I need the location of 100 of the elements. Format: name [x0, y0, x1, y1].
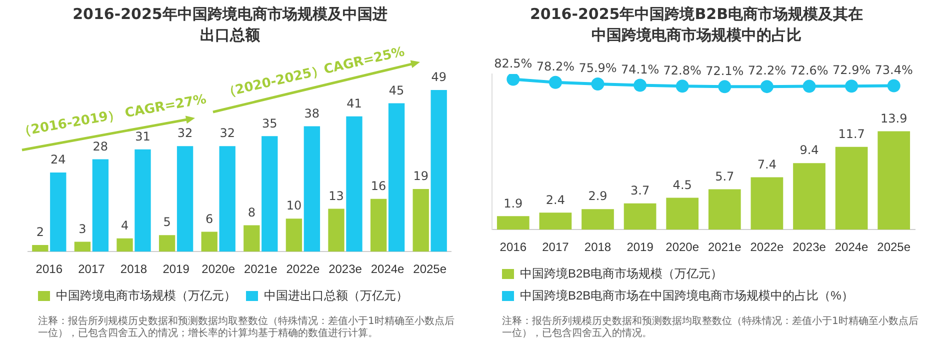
x-tick-label: 2023e: [792, 240, 826, 254]
bar: [92, 159, 109, 252]
data-label: 28: [92, 139, 108, 154]
point: [548, 76, 562, 89]
data-label: 2: [36, 225, 44, 240]
bar: [666, 198, 699, 230]
legend-label: 中国跨境B2B电商市场规模（万亿元）: [520, 266, 723, 280]
point: [591, 77, 604, 90]
data-label: 31: [135, 129, 150, 144]
bar: [32, 245, 48, 252]
data-label: 72.2%: [748, 64, 786, 78]
legend-label: 中国进出口总额（万亿元）: [264, 288, 408, 302]
x-tick-label: 2022e: [286, 262, 320, 276]
data-label: 2.9: [588, 189, 608, 204]
point: [887, 79, 900, 92]
data-label: 9.4: [800, 143, 819, 158]
x-tick-label: 2021e: [244, 262, 278, 276]
x-tick-label: 2024e: [370, 262, 405, 276]
x-tick-label: 2017: [78, 262, 106, 276]
data-label: 7.4: [757, 157, 776, 172]
point: [634, 78, 647, 92]
bar: [708, 189, 741, 230]
bar: [158, 235, 176, 252]
x-tick-label: 2020e: [666, 240, 700, 254]
x-tick-label: 2023e: [328, 262, 362, 276]
data-label: 5.7: [715, 169, 734, 184]
point: [760, 80, 774, 94]
data-label: 35: [262, 116, 278, 130]
bar: [496, 216, 530, 230]
x-tick-label: 2020e: [202, 262, 236, 276]
text: 注释：报告所列规模历史数据和预测数据均取整数位（特殊情况：差值小于1时精确至小数点后一位），已包含四舍五入的情况。: [502, 316, 920, 340]
x-tick-label: 2024e: [834, 240, 869, 254]
x-tick-label: 2016: [500, 240, 527, 254]
data-label: 11.7: [838, 126, 865, 141]
data-label: 4: [120, 218, 129, 233]
x-tick-label: 2017: [542, 240, 570, 254]
data-label: 72.8%: [663, 63, 702, 78]
bar: [412, 188, 429, 252]
x-tick-label: 2016: [36, 262, 63, 276]
data-label: 3: [78, 222, 86, 236]
data-label: 32: [177, 126, 193, 140]
x-tick-label: 2018: [584, 240, 612, 254]
bar: [50, 172, 66, 252]
legend-label: 中国跨境电商市场规模（万亿元）: [56, 288, 236, 302]
point: [718, 80, 732, 94]
data-label: 73.4%: [874, 62, 913, 77]
data-label: 13.9: [880, 111, 908, 126]
bar: [624, 203, 656, 230]
data-label: 13: [328, 188, 344, 203]
bar: [430, 90, 447, 252]
x-tick-label: 2021e: [708, 240, 742, 254]
data-label: 45: [388, 83, 404, 98]
x-tick-label: 2019: [626, 240, 654, 254]
bar: [219, 146, 236, 252]
point: [802, 80, 816, 93]
data-label: 41: [346, 96, 362, 111]
chart-title: 2016-2025年中国跨境电商市场规模及中国进出口总额: [72, 4, 388, 46]
data-label: 75.9%: [578, 61, 617, 76]
data-label: 72.9%: [832, 63, 871, 78]
bar: [176, 146, 194, 252]
point: [506, 74, 520, 86]
x-tick-label: 2019: [162, 262, 190, 276]
bar: [244, 225, 260, 252]
data-label: 3.7: [630, 184, 650, 198]
legend-label: 中国跨境B2B电商市场在中国跨境电商市场规模中的占比（%）: [520, 288, 854, 302]
bar: [539, 212, 572, 230]
bar: [346, 116, 362, 252]
data-label: 72.6%: [790, 63, 828, 78]
text: 注释：报告所列规模历史数据和预测数据均取整数位（特殊情况：差值小于1时精确至小数点后一位），已包含四舍五入的情况；增长率的计算均基于精确的数值进行计算。: [38, 316, 456, 340]
data-label: 78.2%: [536, 59, 575, 74]
bar: [750, 177, 784, 230]
bar: [134, 149, 151, 252]
bar: [878, 131, 910, 230]
bar: [388, 103, 405, 252]
x-tick-label: 2022e: [750, 240, 784, 254]
data-label: 72.1%: [706, 64, 744, 78]
data-label: 10: [286, 198, 302, 213]
chart-title: 2016-2025年中国跨境B2B电商市场规模及其在中国跨境电商市场规模中的占比: [528, 4, 864, 46]
data-label: 8: [248, 205, 256, 220]
point: [845, 80, 858, 93]
data-label: 82.5%: [494, 56, 532, 70]
point: [676, 80, 689, 93]
x-tick-label: 2025e: [877, 240, 911, 254]
bar: [582, 209, 614, 230]
bar: [793, 163, 826, 230]
bar: [304, 126, 320, 252]
data-label: 19: [413, 169, 428, 184]
bar: [116, 238, 133, 252]
bar: [286, 218, 302, 252]
data-label: 5: [163, 215, 171, 230]
data-label: 1.9: [504, 196, 523, 210]
data-label: 74.1%: [620, 62, 660, 76]
x-tick-label: 2018: [120, 262, 148, 276]
data-label: 24: [50, 152, 66, 167]
bar: [74, 242, 91, 252]
x-tick-label: 2025e: [413, 262, 447, 276]
data-label: 4.5: [672, 178, 692, 192]
bar: [328, 208, 344, 252]
data-label: 32: [220, 126, 235, 140]
bar: [201, 232, 218, 252]
